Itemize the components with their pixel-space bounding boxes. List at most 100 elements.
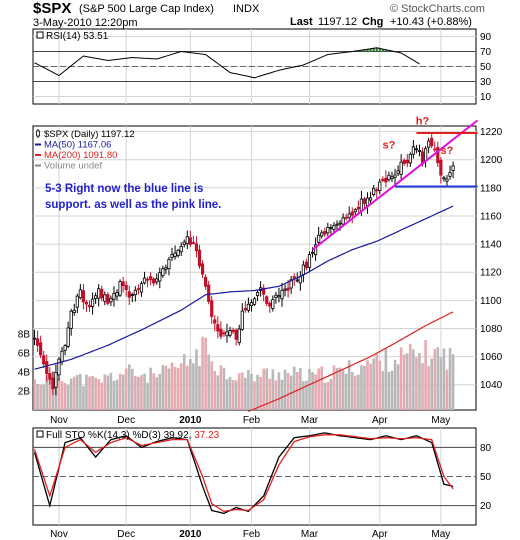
sto-y-tick-label: 50: [480, 472, 492, 483]
candle-body: [255, 292, 260, 297]
price-candle: [439, 156, 443, 184]
candle-body: [228, 330, 232, 336]
volume-bar: [127, 364, 131, 410]
candle-body: [350, 211, 354, 216]
volume-bar: [185, 365, 189, 410]
candle-body: [286, 287, 290, 291]
candle-body: [197, 249, 202, 267]
candle-body: [368, 197, 373, 201]
volume-bar: [338, 367, 342, 410]
candle-body: [42, 355, 46, 365]
volume-bar: [91, 375, 94, 410]
price-candle: [408, 152, 412, 168]
volume-bar: [121, 374, 125, 410]
price-candle: [210, 296, 214, 325]
candle-body: [94, 295, 98, 299]
volume-bar: [418, 353, 421, 410]
volume-bar: [341, 369, 345, 410]
volume-bar: [427, 366, 430, 410]
x-tick-label: Nov: [50, 529, 68, 540]
volume-y-tick-label: 4B: [18, 368, 31, 379]
volume-bar: [295, 371, 299, 410]
price-candle: [265, 295, 269, 307]
candle-body: [182, 241, 186, 245]
price-candle: [170, 247, 174, 262]
volume-bar: [402, 354, 406, 410]
price-candle: [197, 244, 202, 269]
candle-body: [152, 278, 156, 284]
price-candle: [350, 207, 354, 224]
candle-body: [124, 284, 128, 291]
candle-body: [207, 284, 211, 302]
price-candle: [112, 286, 116, 307]
volume-bar: [329, 379, 333, 410]
price-candle: [51, 371, 55, 395]
volume-bar: [79, 373, 82, 410]
price-candle: [347, 206, 351, 220]
annotation-line-2: support. as well as the pink line.: [45, 199, 222, 211]
volume-bar: [155, 377, 159, 410]
price-candle: [451, 161, 455, 179]
volume-bar: [69, 378, 73, 410]
candle-body: [78, 289, 82, 299]
price-legend-label: $SPX (Daily) 1197.12: [44, 129, 135, 140]
volume-bar: [311, 372, 314, 410]
legend-candle-body: [36, 130, 40, 137]
volume-bar: [445, 369, 449, 410]
volume-bar: [213, 370, 217, 410]
candle-body: [139, 283, 144, 293]
sto-legend-d-value: 37.23: [194, 430, 219, 441]
volume-bar: [399, 347, 403, 410]
price-candle: [329, 224, 333, 235]
price-candle: [414, 144, 419, 154]
price-candle: [97, 284, 101, 307]
candle-body: [155, 278, 159, 283]
right-shoulder-label: s?: [441, 145, 454, 157]
price-candle: [344, 213, 348, 221]
price-candle: [405, 153, 409, 168]
chg-value: +10.43 (+0.88%): [390, 16, 472, 28]
volume-bar: [63, 383, 67, 410]
candle-body: [179, 246, 183, 253]
volume-bar: [326, 382, 330, 410]
price-candle: [39, 335, 43, 359]
price-candle: [100, 285, 104, 302]
volume-bar: [366, 360, 369, 410]
candle-body: [423, 148, 428, 162]
volume-bar: [45, 375, 49, 410]
price-candle: [161, 265, 165, 278]
price-candle: [448, 165, 452, 180]
volume-bar: [85, 374, 88, 410]
candle-body: [301, 264, 305, 275]
candle-body: [277, 295, 281, 298]
candle-body: [219, 328, 223, 337]
candle-body: [356, 206, 360, 210]
candle-body: [188, 237, 192, 245]
price-candle: [188, 230, 192, 247]
candle-body: [399, 161, 403, 175]
candle-body: [185, 236, 189, 245]
candle-body: [344, 216, 348, 219]
price-candle: [396, 165, 400, 177]
price-candle: [362, 196, 367, 210]
price-candle: [194, 236, 199, 258]
price-candle: [118, 279, 122, 297]
volume-bar: [347, 360, 351, 410]
price-candle: [243, 300, 247, 313]
volume-bar: [317, 368, 320, 410]
candle-body: [338, 222, 342, 225]
volume-bar: [240, 372, 244, 410]
price-candle: [207, 280, 211, 305]
price-candle: [145, 276, 150, 288]
price-candle: [255, 290, 260, 302]
price-candle: [430, 132, 434, 149]
last-value: 1197.12: [318, 16, 357, 28]
candle-body: [51, 377, 55, 390]
price-candle: [84, 300, 89, 312]
candle-body: [213, 319, 217, 324]
volume-bar: [134, 376, 137, 410]
candle-body: [323, 231, 327, 235]
volume-bar: [412, 349, 415, 410]
price-candle: [54, 364, 58, 396]
magenta-trendline: [311, 119, 479, 251]
